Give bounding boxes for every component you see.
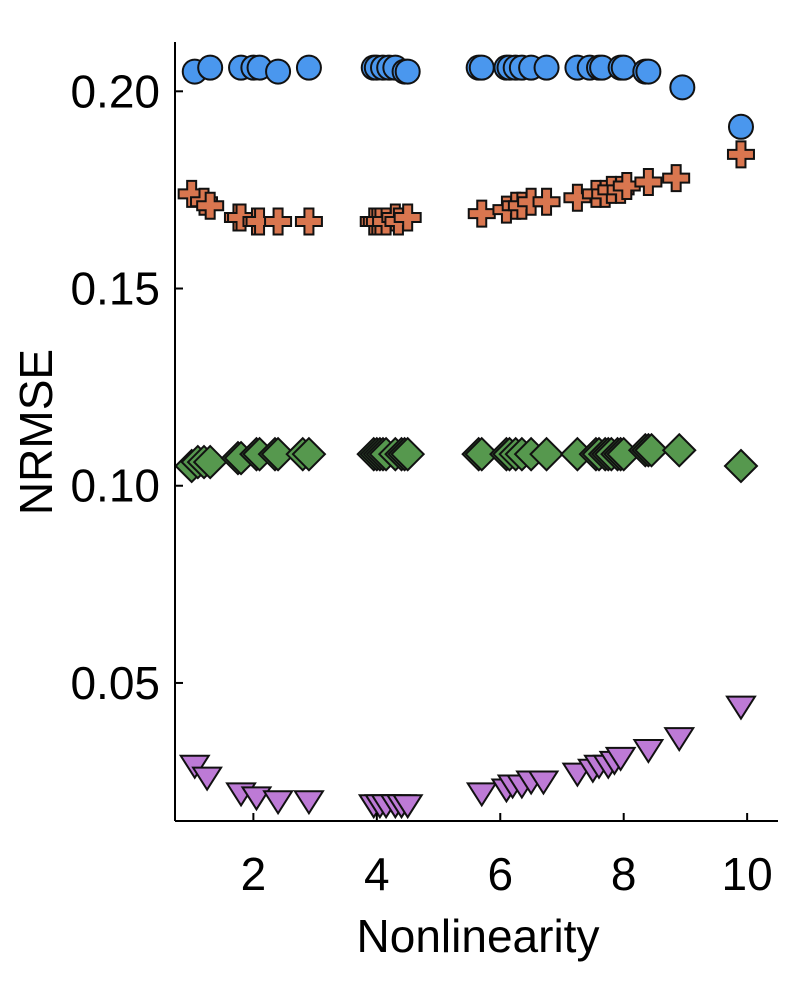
diamond-point (390, 436, 426, 472)
x-tick-label: 6 (487, 848, 513, 900)
y-tick-label: 0.05 (70, 657, 160, 709)
circle-point (394, 58, 421, 85)
plus-point (532, 187, 561, 216)
x-tick-label: 8 (611, 848, 637, 900)
circle-point (295, 54, 322, 81)
plus-point (662, 164, 691, 193)
circle-point (669, 74, 696, 101)
plus-point (196, 191, 225, 220)
y-axis-title: NRMSE (10, 349, 62, 515)
diamond-point (260, 436, 296, 472)
diamond-point (291, 436, 327, 472)
circle-point (197, 54, 224, 81)
plus-point (294, 207, 323, 236)
plot-marks (174, 54, 759, 820)
diamond-point (529, 436, 564, 472)
triangle-down-point (527, 770, 560, 796)
plus-point (726, 140, 755, 169)
y-tick-label: 0.10 (70, 460, 160, 512)
circle-point (265, 58, 292, 85)
plus-point (393, 203, 422, 232)
triangle-down-point (293, 790, 325, 816)
triangle-down-point (725, 695, 757, 721)
triangle-down-point (191, 766, 223, 792)
x-tick-label: 10 (722, 848, 773, 900)
plus-point (634, 168, 663, 197)
diamond-point (464, 436, 500, 472)
triangle-down-point (604, 746, 637, 772)
plus-point (245, 207, 274, 236)
y-tick-label: 0.20 (70, 65, 160, 117)
triangle-down-point (632, 739, 665, 764)
axes (174, 42, 778, 822)
plus-point (227, 203, 256, 232)
diamond-point (634, 432, 669, 468)
diamond-point (192, 444, 228, 480)
diamond-point (723, 448, 759, 484)
plus-point (467, 199, 496, 228)
x-axis-title: Nonlinearity (357, 910, 600, 962)
x-tick-label: 4 (364, 848, 390, 900)
circle-point (635, 58, 662, 85)
circle-point (468, 54, 495, 81)
ticks: 2 4 6 8 10 0.05 0.10 0.15 0.20 (70, 65, 772, 900)
plus-point (264, 207, 293, 236)
plus-point (612, 171, 641, 200)
x-tick-label: 2 (241, 848, 267, 900)
diamond-point (661, 432, 697, 468)
circle-point (533, 54, 560, 81)
triangle-down-point (465, 782, 498, 808)
circle-point (727, 113, 754, 140)
triangle-down-point (663, 727, 696, 753)
triangle-down-point (262, 790, 294, 816)
triangle-down-point (391, 794, 424, 820)
y-tick-label: 0.15 (70, 263, 160, 315)
circle-point (610, 54, 637, 81)
plus-point (563, 183, 592, 212)
triangle-down-point (240, 786, 273, 812)
